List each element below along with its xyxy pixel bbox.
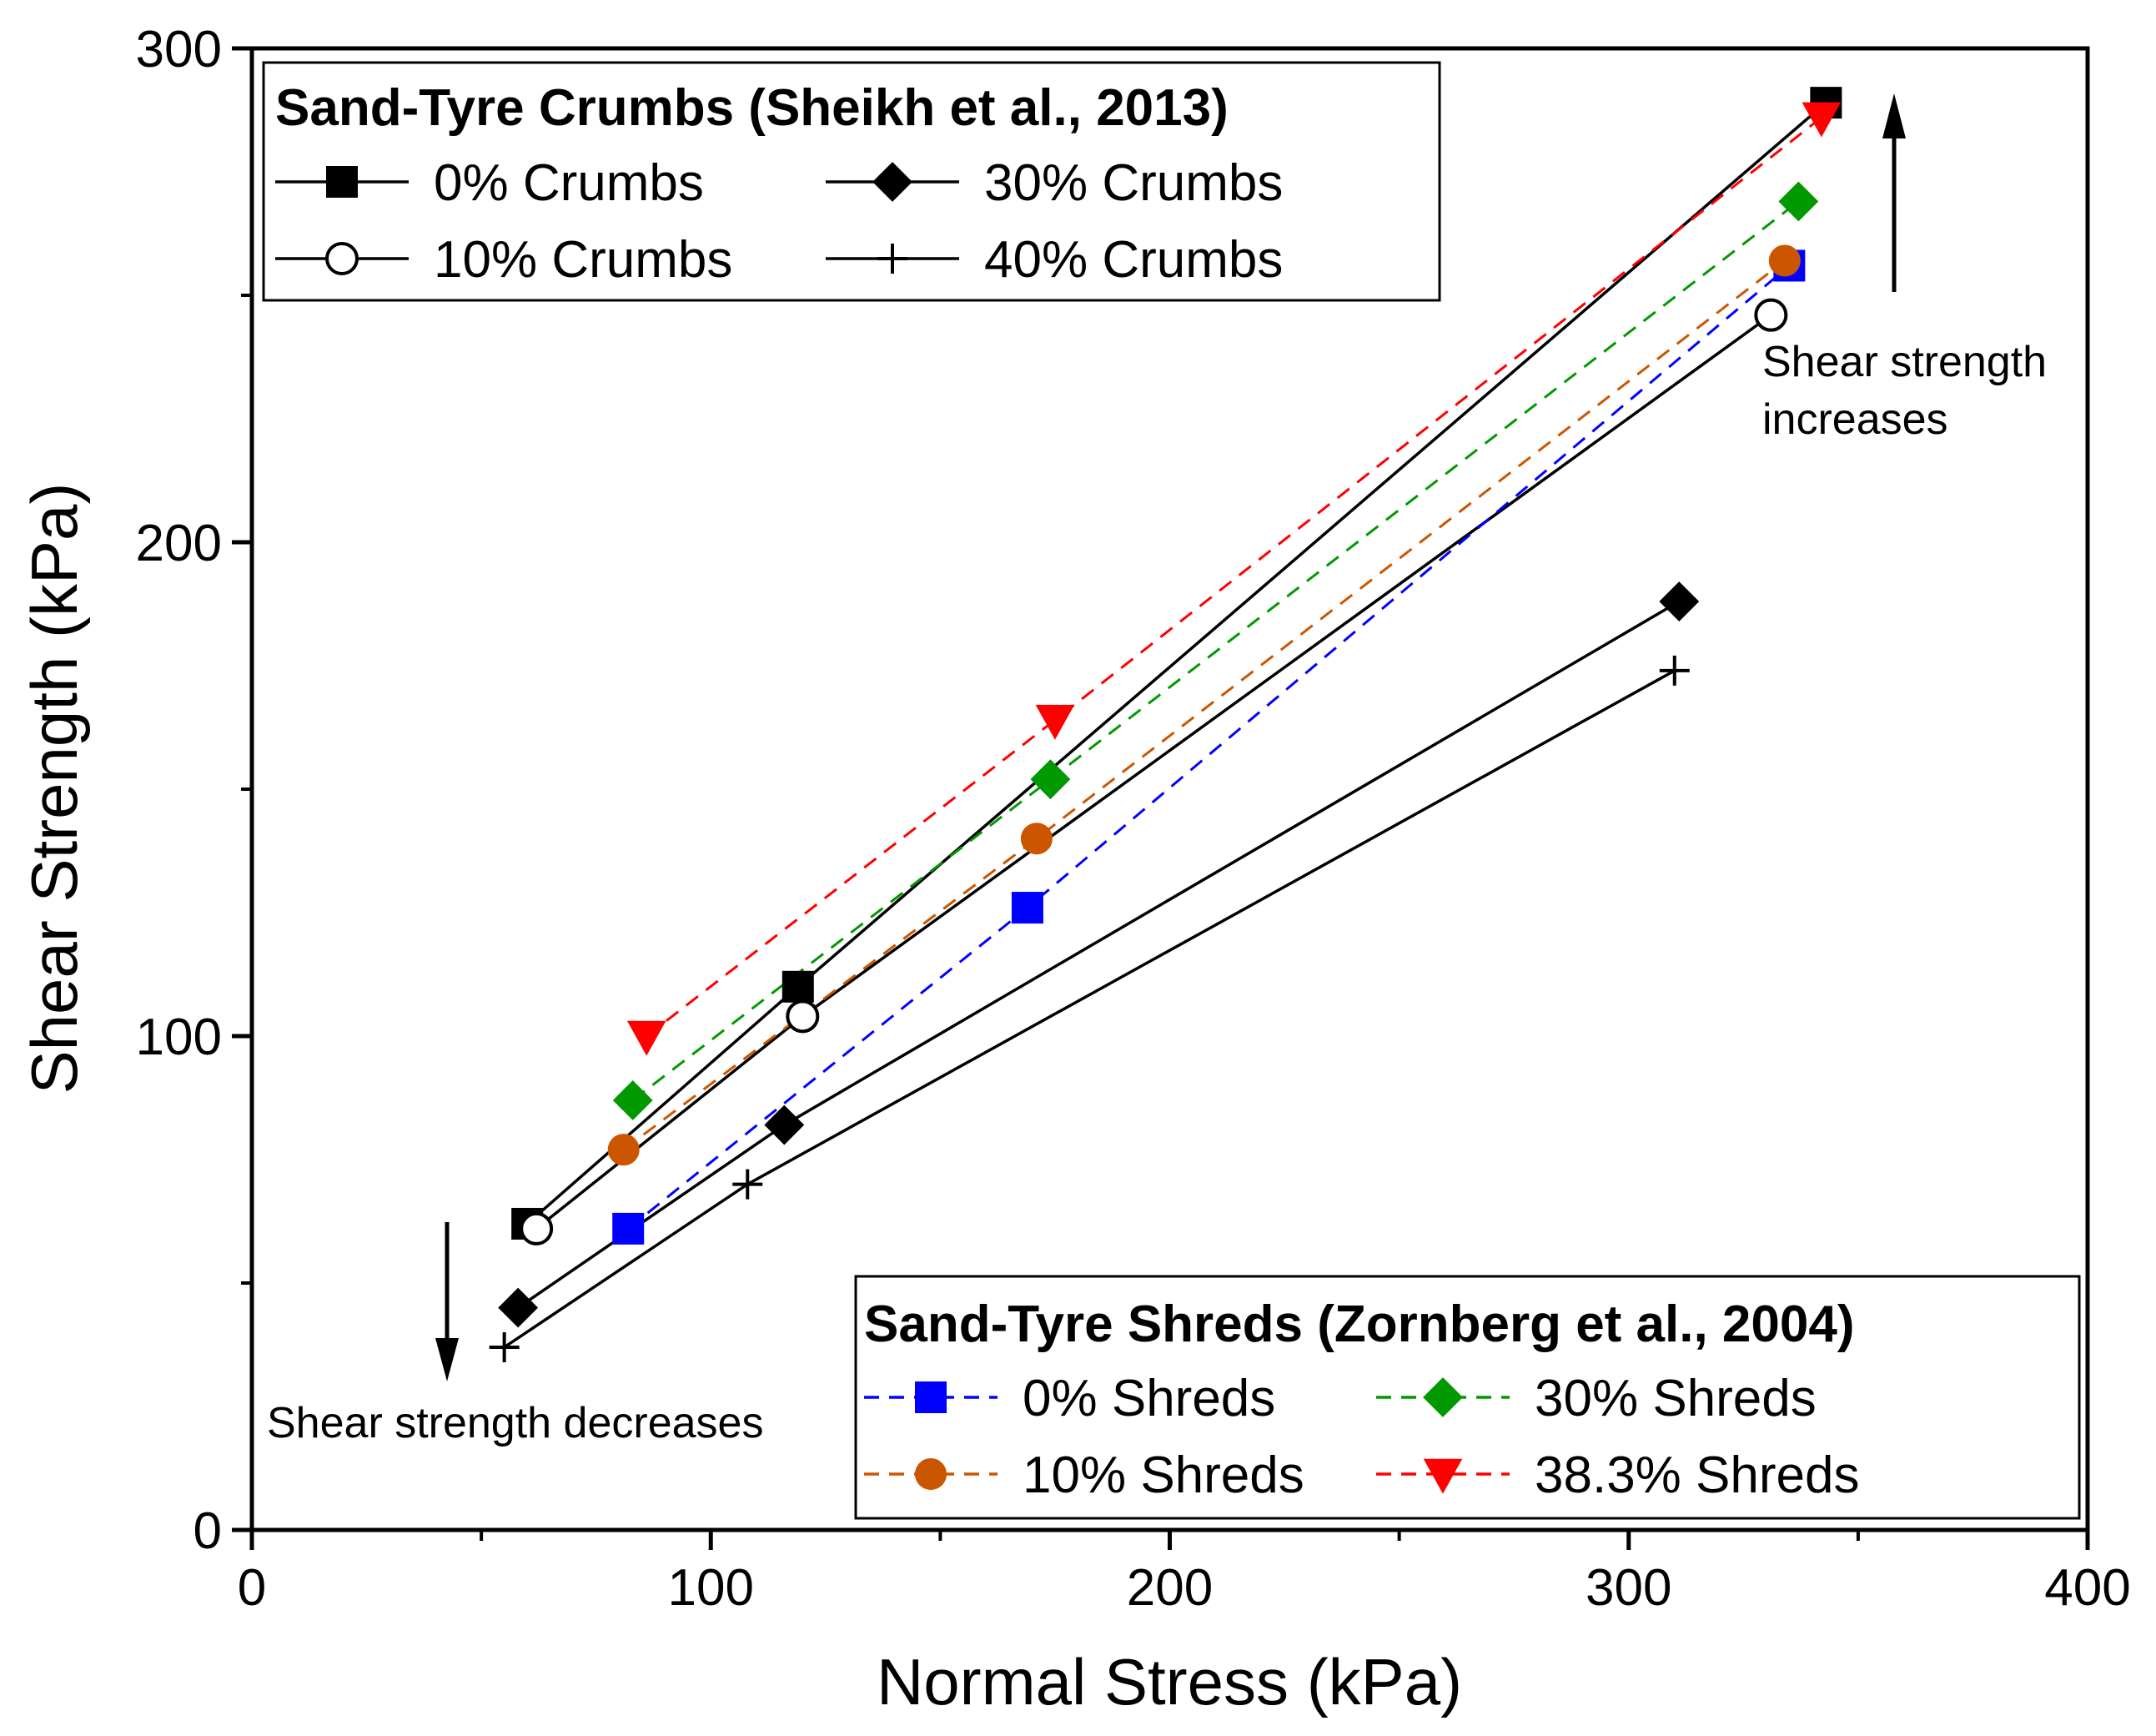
x-axis-label: Normal Stress (kPa) <box>877 1645 1462 1718</box>
axes: 0 100 200 300 400 0 100 200 300 <box>136 21 2131 1617</box>
data-point <box>1802 102 1842 138</box>
x-tick-label: 0 <box>238 1559 266 1617</box>
data-point <box>1011 892 1043 924</box>
legend-marker <box>877 244 907 274</box>
legend-crumbs: Sand-Tyre Crumbs (Sheikh et al., 2013) 0… <box>262 61 1441 302</box>
legend-item-1: 30% Crumbs <box>826 154 1283 212</box>
legend-item-1: 30% Shreds <box>1376 1370 1817 1427</box>
data-point <box>612 1212 645 1245</box>
legend-item-0: 0% Crumbs <box>275 154 704 212</box>
data-point <box>1030 759 1071 800</box>
series-line-4 <box>627 264 1791 1230</box>
y-tick-label: 0 <box>193 1502 222 1560</box>
data-point <box>1020 823 1053 855</box>
data-point <box>1778 181 1819 222</box>
data-point <box>786 999 820 1034</box>
legend-shreds-title: Sand-Tyre Shreds (Zornberg et al., 2004) <box>864 1296 1855 1353</box>
series-line-5 <box>631 200 1800 1102</box>
legend-marker <box>325 242 359 275</box>
series-line-1 <box>517 600 1681 1310</box>
annotation-decrease: Shear strength decreases <box>267 1222 763 1447</box>
series-line-3 <box>503 669 1676 1349</box>
data-point <box>489 1331 520 1362</box>
data-point <box>607 1134 640 1166</box>
x-tick-label: 200 <box>1127 1559 1213 1617</box>
data-point <box>612 1080 653 1120</box>
legend-label: 10% Shreds <box>1023 1447 1304 1504</box>
y-tick-label: 300 <box>136 21 222 78</box>
arrow-up-icon <box>1882 93 1906 138</box>
data-point <box>1754 298 1788 332</box>
legend-crumbs-items: 0% Crumbs 30% Crumbs 10% Crumbs 40% Crumbs <box>275 154 1283 289</box>
legend-shreds-items: 0% Shreds 30% Shreds 10% Shreds 38.3% Shred… <box>864 1370 1859 1504</box>
legend-label: 10% Crumbs <box>434 231 732 289</box>
legend-label: 30% Shreds <box>1535 1370 1817 1427</box>
legend-crumbs-title: Sand-Tyre Crumbs (Sheikh et al., 2013) <box>275 79 1229 137</box>
legend-item-3: 40% Crumbs <box>826 231 1283 289</box>
legend-item-0: 0% Shreds <box>864 1370 1275 1427</box>
data-point <box>520 1211 554 1245</box>
x-tick-label: 100 <box>668 1559 754 1617</box>
x-tick-label: 300 <box>1586 1559 1671 1617</box>
legend-label: 0% Shreds <box>1023 1370 1275 1427</box>
legend-label: 40% Crumbs <box>984 231 1283 289</box>
plot-markers <box>489 87 1842 1362</box>
data-point <box>1768 244 1801 277</box>
y-axis-label: Shear Strength (kPa) <box>18 483 91 1094</box>
annotation-decrease-text: Shear strength decreases <box>267 1399 763 1447</box>
legend-item-2: 10% Shreds <box>864 1447 1304 1504</box>
data-point <box>626 1020 666 1056</box>
legend-marker <box>326 166 358 198</box>
annotation-increase: Shear strength increases <box>1762 93 2047 444</box>
series-line-2 <box>535 314 1772 1230</box>
legend-marker <box>915 1458 947 1490</box>
annotation-increase-line1: Shear strength <box>1762 338 2047 386</box>
legend-item-2: 10% Crumbs <box>275 231 732 289</box>
legend-label: 38.3% Shreds <box>1535 1447 1859 1504</box>
legend-marker <box>1423 1377 1463 1417</box>
data-point <box>1035 704 1075 740</box>
y-tick-label: 100 <box>136 1009 222 1066</box>
arrow-down-icon <box>435 1338 459 1381</box>
legend-item-3: 38.3% Shreds <box>1376 1447 1859 1504</box>
data-point <box>1659 655 1690 686</box>
data-point <box>764 1104 805 1145</box>
x-tick-label: 400 <box>2044 1559 2130 1617</box>
legend-marker <box>915 1381 947 1413</box>
data-point <box>498 1287 539 1328</box>
legend-label: 0% Crumbs <box>434 154 704 212</box>
data-point <box>1659 581 1700 621</box>
legend-marker <box>872 162 912 202</box>
legend-label: 30% Crumbs <box>984 154 1283 212</box>
legend-shreds-box <box>854 1275 2081 1520</box>
data-point <box>781 970 814 1003</box>
annotation-increase-line2: increases <box>1762 395 1948 444</box>
y-tick-label: 200 <box>136 515 222 572</box>
data-point <box>732 1169 763 1200</box>
legend-marker <box>1423 1458 1463 1494</box>
legend-shreds: Sand-Tyre Shreds (Zornberg et al., 2004)… <box>854 1275 2081 1520</box>
